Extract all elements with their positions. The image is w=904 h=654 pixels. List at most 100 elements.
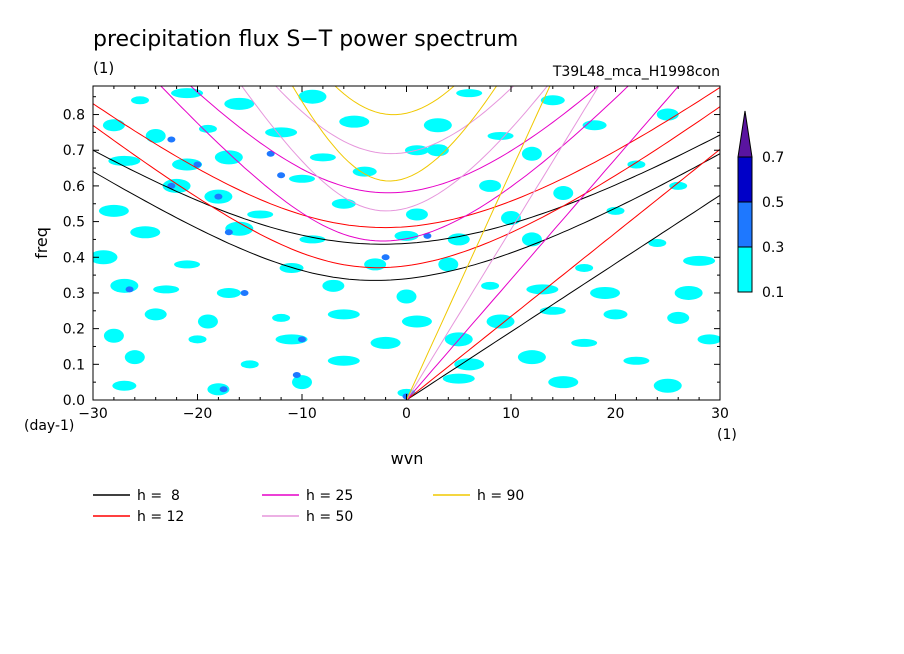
power-patch <box>309 153 336 162</box>
power-patch <box>172 158 203 171</box>
power-patch <box>438 257 459 272</box>
power-patch <box>266 150 275 157</box>
colorbar-segment <box>737 156 753 203</box>
x-tick-label: 10 <box>502 406 520 422</box>
power-patch <box>327 355 360 366</box>
dispersion-curve-h8-ig2 <box>93 134 720 245</box>
dispersion-curve-h90-ig2 <box>334 86 455 116</box>
power-patch <box>110 278 139 293</box>
legend-label: h = 12 <box>137 509 184 525</box>
power-patch <box>188 335 207 344</box>
x-tick-label: −20 <box>183 406 213 422</box>
power-patch <box>394 230 419 241</box>
power-patch <box>487 131 514 140</box>
dispersion-curves <box>93 86 720 400</box>
legend-label: h = 90 <box>477 488 524 504</box>
power-patch <box>198 124 217 133</box>
dispersion-curve-h12-ig2 <box>93 86 720 229</box>
axis-ticks: −30 −20 −10 0 10 20 30 0.0 0.1 0.2 0.3 0.4 0.5 0.6 0.7… <box>63 86 729 422</box>
colorbar-segment <box>737 201 753 248</box>
power-patch <box>102 119 125 132</box>
power-contour-patches <box>93 88 720 400</box>
color-scale-bar: 0.1 0.3 0.5 0.7 <box>737 110 784 301</box>
power-patch <box>103 328 124 343</box>
power-patch <box>216 287 241 298</box>
power-patch <box>370 336 401 349</box>
x-tick-label: 20 <box>607 406 625 422</box>
power-patch <box>145 128 166 143</box>
power-patch <box>144 308 167 321</box>
dispersion-curve-h90-ig1 <box>291 86 498 182</box>
y-tick-label: 0.0 <box>63 393 85 409</box>
x-tick-label: 30 <box>711 406 729 422</box>
power-patch <box>93 250 118 265</box>
x-units-label: (1) <box>717 427 737 443</box>
power-patch <box>352 166 377 177</box>
power-patch <box>125 286 134 293</box>
power-patch <box>247 210 274 219</box>
power-patch <box>553 186 574 201</box>
power-patch <box>517 350 546 365</box>
power-patch <box>277 172 286 179</box>
experiment-label: T39L48_mca_H1998con <box>552 64 720 80</box>
colorbar-extension <box>737 110 753 158</box>
colorbar-label: 0.5 <box>762 195 784 211</box>
power-patch <box>405 208 428 221</box>
dispersion-curve-h50-ig2 <box>275 86 515 155</box>
power-patch <box>167 182 176 189</box>
power-patch <box>447 233 470 246</box>
y-tick-label: 0.8 <box>63 108 85 124</box>
dispersion-curve-h50-kelvin <box>406 86 600 400</box>
x-tick-label: −30 <box>78 406 108 422</box>
y-axis-label: freq <box>32 227 51 259</box>
power-patch <box>540 95 565 106</box>
power-patch <box>298 89 327 104</box>
y-tick-label: 0.6 <box>63 179 85 195</box>
power-patch <box>224 97 255 110</box>
power-patch <box>442 373 475 384</box>
power-patch <box>548 376 579 389</box>
legend-label: h = 8 <box>137 488 180 504</box>
legend-label: h = 50 <box>306 509 353 525</box>
power-patch <box>364 258 387 271</box>
power-patch <box>131 96 150 105</box>
dispersion-curve-h8-ig1 <box>93 153 720 281</box>
power-patch <box>153 285 180 294</box>
power-patch <box>240 360 259 369</box>
power-patch <box>648 239 667 247</box>
power-patch <box>396 289 417 304</box>
colorbar-label: 0.1 <box>762 285 784 301</box>
dispersion-curve-h8-kelvin <box>406 194 720 400</box>
x-tick-label: −10 <box>287 406 317 422</box>
dispersion-curve-h25-kelvin <box>406 86 680 400</box>
power-patch <box>112 380 137 391</box>
power-patch <box>265 127 298 138</box>
power-patch <box>292 372 301 379</box>
power-patch <box>521 232 542 247</box>
power-patch <box>526 284 559 295</box>
y-tick-label: 0.2 <box>63 322 85 338</box>
power-patch <box>322 279 345 292</box>
power-patch <box>606 206 625 215</box>
power-patch <box>272 313 291 322</box>
power-patch <box>697 334 720 345</box>
curve-legend: h = 8 h = 12 h = 25 h = 50 h = 90 <box>93 488 524 525</box>
power-patch <box>162 178 191 193</box>
colorbar-label: 0.3 <box>762 240 784 256</box>
power-patch <box>289 174 315 183</box>
power-patch <box>219 386 228 393</box>
power-patch <box>339 115 370 128</box>
power-patch <box>298 336 306 343</box>
power-patch <box>479 179 502 192</box>
colorbar-segment <box>737 246 753 293</box>
power-patch <box>683 255 716 266</box>
power-patch <box>331 198 356 209</box>
power-patch <box>401 315 432 328</box>
power-patch <box>486 314 515 329</box>
chart-title: precipitation flux S−T power spectrum <box>93 27 518 52</box>
power-patch <box>627 160 646 169</box>
units-label: (1) <box>93 59 114 77</box>
power-patch <box>423 232 432 239</box>
y-tick-label: 0.4 <box>63 250 85 266</box>
power-patch <box>571 338 598 347</box>
